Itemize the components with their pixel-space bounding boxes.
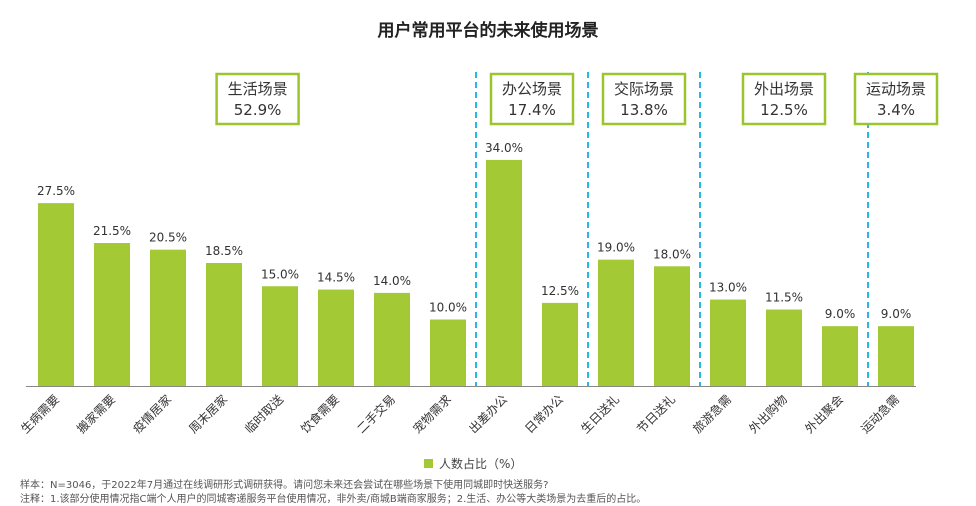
value-label-1: 27.5%	[37, 184, 75, 198]
value-label-8: 10.0%	[429, 301, 467, 315]
category-label-2: 搬家需要	[74, 392, 119, 437]
category-label-7: 二手交易	[354, 392, 399, 437]
bar-14	[766, 309, 802, 386]
sample-note: 样本：N=3046，于2022年7月通过在线调研形式调研获得。请问您未来还会尝试…	[20, 480, 549, 491]
bar-8	[430, 319, 466, 386]
value-label-3: 20.5%	[149, 231, 187, 245]
bar-9	[486, 159, 522, 386]
value-label-9: 34.0%	[485, 141, 523, 155]
category-label-4: 周末居家	[186, 392, 231, 437]
bar-10	[542, 302, 578, 386]
bar-12	[654, 266, 690, 386]
value-label-11: 19.0%	[597, 241, 635, 255]
group-pct-3: 13.8%	[620, 101, 668, 119]
value-label-14: 11.5%	[765, 291, 803, 305]
group-pct-1: 52.9%	[234, 101, 282, 119]
legend-swatch	[424, 459, 433, 468]
group-pct-4: 12.5%	[760, 101, 808, 119]
value-label-7: 14.0%	[373, 274, 411, 288]
legend-label: 人数占比（%）	[439, 457, 523, 471]
value-label-12: 18.0%	[653, 247, 691, 261]
group-name-5: 运动场景	[866, 80, 926, 98]
value-label-2: 21.5%	[93, 224, 131, 238]
bar-13	[710, 299, 746, 386]
bar-15	[822, 326, 858, 386]
group-name-2: 办公场景	[502, 80, 562, 98]
category-label-16: 运动急需	[858, 392, 903, 437]
chart-title: 用户常用平台的未来使用场景	[377, 21, 599, 41]
value-label-10: 12.5%	[541, 284, 579, 298]
category-label-1: 生病需要	[18, 392, 63, 437]
bar-2	[94, 243, 130, 386]
category-label-9: 出差办公	[466, 392, 511, 437]
category-label-5: 临时取送	[242, 392, 287, 437]
bar-5	[262, 286, 298, 386]
category-label-10: 日常办公	[522, 392, 567, 437]
group-box-2	[489, 72, 575, 126]
value-label-5: 15.0%	[261, 267, 299, 281]
group-pct-2: 17.4%	[508, 101, 556, 119]
bar-16	[878, 326, 914, 386]
bar-3	[150, 249, 186, 386]
category-label-14: 外出购物	[746, 392, 791, 437]
category-label-11: 生日送礼	[578, 392, 623, 437]
annotation-note: 注释：1.该部分使用情况指C端个人用户的同城寄递服务平台使用情况，非外卖/商城B…	[20, 494, 647, 505]
category-label-13: 旅游急需	[690, 392, 735, 437]
bar-1	[38, 203, 74, 386]
category-label-15: 外出聚会	[802, 392, 846, 436]
group-box-1	[215, 72, 300, 126]
value-label-6: 14.5%	[317, 271, 355, 285]
group-name-3: 交际场景	[614, 80, 674, 98]
value-label-13: 13.0%	[709, 281, 747, 295]
group-pct-5: 3.4%	[877, 101, 915, 119]
group-name-4: 外出场景	[754, 80, 814, 98]
group-box-5	[853, 72, 939, 126]
group-box-3	[601, 72, 687, 126]
category-label-3: 疫情居家	[130, 392, 175, 437]
value-label-4: 18.5%	[205, 244, 243, 258]
bar-4	[206, 262, 242, 386]
bar-6	[318, 289, 354, 386]
category-label-6: 饮食需要	[298, 392, 343, 437]
category-label-12: 节日送礼	[634, 392, 679, 437]
legend: 人数占比（%）	[424, 455, 522, 472]
bar-11	[598, 259, 634, 386]
group-name-1: 生活场景	[228, 80, 288, 98]
bar-7	[374, 292, 410, 386]
value-label-16: 9.0%	[881, 307, 912, 321]
value-label-15: 9.0%	[825, 307, 856, 321]
group-box-4	[741, 72, 827, 126]
category-label-8: 宠物需求	[410, 392, 455, 437]
